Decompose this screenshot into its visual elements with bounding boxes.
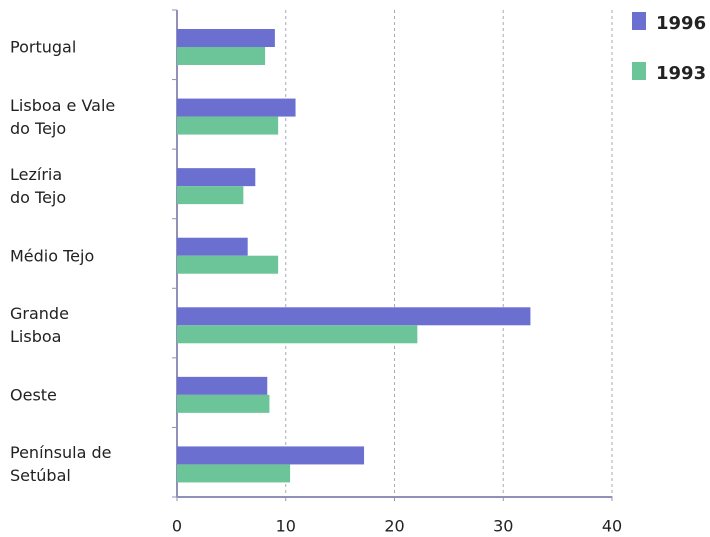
category-label: Lezíria do Tejo	[10, 165, 67, 208]
x-tick-label: 20	[384, 517, 404, 536]
bar	[177, 394, 270, 413]
bar	[177, 168, 256, 187]
bar	[177, 186, 244, 205]
bar	[177, 446, 365, 465]
category-label: Médio Tejo	[10, 246, 95, 266]
bar	[177, 255, 279, 274]
legend-swatch	[632, 62, 646, 80]
bar	[177, 464, 291, 483]
legend-label: 1996	[656, 13, 706, 34]
bar	[177, 307, 531, 326]
category-label: Portugal	[10, 37, 77, 57]
category-label: Lisboa e Vale do Tejo	[10, 95, 116, 138]
bar	[177, 325, 418, 344]
bar	[177, 98, 296, 117]
legend-swatch	[632, 12, 646, 30]
x-tick-label: 40	[602, 517, 622, 536]
x-tick-label: 10	[276, 517, 296, 536]
category-label: Oeste	[10, 385, 57, 405]
category-label: Península de Setúbal	[10, 443, 112, 486]
bar	[177, 116, 279, 135]
x-tick-label: 0	[172, 517, 182, 536]
bar	[177, 376, 268, 395]
bar	[177, 237, 248, 256]
bar	[177, 47, 266, 65]
legend-label: 1993	[656, 63, 706, 84]
bar	[177, 29, 275, 47]
x-tick-label: 30	[493, 517, 513, 536]
category-label: Grande Lisboa	[10, 304, 69, 347]
